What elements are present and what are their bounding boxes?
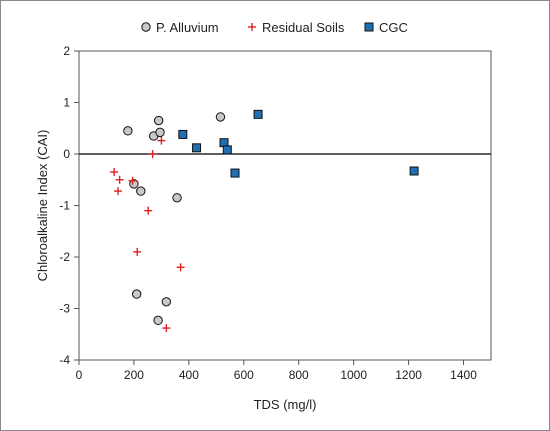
x-tick-label: 800 [289, 368, 309, 382]
point-p-alluvium [161, 297, 172, 307]
x-axis-title: TDS (mg/l) [254, 397, 317, 412]
legend-label-p-alluvium: P. Alluvium [156, 20, 219, 35]
legend-marker-residual-soils [248, 23, 256, 31]
point-residual-soils [176, 263, 185, 272]
point-p-alluvium [129, 179, 139, 189]
y-tick-label: 1 [63, 96, 70, 110]
point-cgc [253, 109, 263, 119]
point-p-alluvium [155, 127, 165, 138]
y-tick-label: -4 [59, 353, 70, 367]
point-residual-soils [110, 168, 119, 177]
point-p-alluvium [123, 126, 133, 136]
point-cgc [409, 166, 419, 176]
y-tick-label: 2 [63, 44, 70, 58]
point-p-alluvium [136, 186, 146, 196]
point-p-alluvium [153, 115, 164, 126]
legend-marker-cgc [364, 22, 374, 32]
y-tick-label: 0 [63, 147, 70, 161]
data-marks [110, 109, 419, 333]
point-residual-soils [114, 187, 123, 196]
legend-label-cgc: CGC [379, 20, 408, 35]
legend-item-p-alluvium: P. Alluvium [141, 20, 219, 35]
y-tick-label: -3 [59, 302, 70, 316]
point-p-alluvium [215, 112, 226, 122]
point-residual-soils [162, 324, 171, 333]
legend-label-residual-soils: Residual Soils [262, 20, 345, 35]
point-cgc [230, 168, 240, 178]
axis-ticks: 0 200 400 600 800 1000 1200 1400 -4 -3 -2 -1 0 1 2 [59, 44, 477, 382]
x-tick-label: 1000 [340, 368, 367, 382]
x-tick-label: 1200 [395, 368, 422, 382]
point-cgc [222, 145, 232, 155]
point-p-alluvium [172, 193, 182, 203]
legend-marker-p-alluvium [141, 22, 151, 32]
x-tick-label: 1400 [450, 368, 477, 382]
x-tick-label: 600 [234, 368, 254, 382]
legend: P. Alluvium Residual Soils CGC [141, 20, 408, 35]
y-tick-label: -2 [59, 250, 70, 264]
legend-item-residual-soils: Residual Soils [248, 20, 345, 35]
point-cgc [192, 143, 202, 153]
x-tick-label: 200 [124, 368, 144, 382]
point-residual-soils [157, 136, 166, 145]
x-tick-label: 0 [76, 368, 83, 382]
point-p-alluvium [153, 315, 163, 326]
point-residual-soils [144, 206, 153, 215]
point-cgc [178, 129, 188, 139]
x-tick-label: 400 [179, 368, 199, 382]
point-residual-soils [128, 176, 137, 185]
point-residual-soils [133, 247, 142, 256]
point-residual-soils [115, 175, 124, 184]
y-axis-title: Chloroalkaline Index (CAI) [35, 130, 50, 282]
legend-item-cgc: CGC [364, 20, 408, 35]
y-tick-label: -1 [59, 199, 70, 213]
point-p-alluvium [131, 289, 142, 299]
point-residual-soils [148, 150, 157, 158]
